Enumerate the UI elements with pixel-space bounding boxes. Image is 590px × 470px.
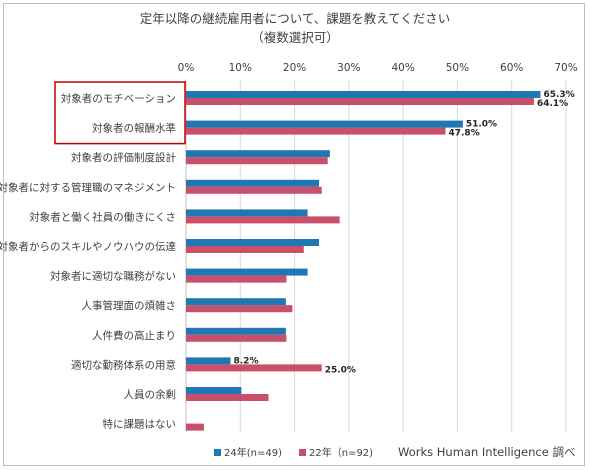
bar bbox=[186, 157, 328, 165]
x-tick-label: 30% bbox=[337, 62, 360, 74]
value-label: 64.1% bbox=[537, 99, 568, 109]
value-label: 51.0% bbox=[466, 120, 497, 130]
legend-label-22: 22年（n=92) bbox=[309, 446, 373, 459]
bar bbox=[186, 209, 308, 217]
bar bbox=[186, 216, 340, 224]
legend-swatch-24 bbox=[214, 449, 221, 456]
source-note: Works Human Intelligence 調べ bbox=[398, 445, 575, 459]
bars bbox=[186, 91, 541, 431]
bar bbox=[186, 246, 304, 253]
legend: 24年(n=49) 22年（n=92) bbox=[214, 446, 373, 459]
category-label: 対象者の評価制度設計 bbox=[71, 151, 176, 164]
category-label: 対象者と働く社員の働きにくさ bbox=[29, 210, 176, 223]
bar bbox=[186, 305, 293, 313]
x-tick-label: 60% bbox=[500, 62, 523, 74]
x-axis-ticks: 0% 10% 20% 30% 40% 50% 60% 70% bbox=[178, 62, 578, 74]
category-label: 人員の余剰 bbox=[124, 388, 177, 401]
bar bbox=[186, 357, 231, 365]
category-label: 対象者の報酬水準 bbox=[92, 122, 176, 135]
bar bbox=[186, 127, 446, 135]
category-label: 特に課題はない bbox=[103, 418, 177, 431]
x-tick-label: 50% bbox=[446, 62, 469, 74]
x-tick-label: 70% bbox=[554, 62, 577, 74]
category-label: 人件費の高止まり bbox=[92, 329, 176, 342]
value-label: 25.0% bbox=[325, 365, 356, 375]
legend-label-24: 24年(n=49) bbox=[224, 446, 282, 459]
value-labels: 65.3%64.1% 51.0%47.8% 8.2% 25.0% bbox=[234, 90, 575, 375]
legend-swatch-22 bbox=[299, 449, 306, 456]
chart-frame bbox=[3, 3, 585, 466]
category-label: 対象者からのスキルやノウハウの伝達 bbox=[0, 240, 176, 253]
gridlines bbox=[185, 80, 567, 432]
bar bbox=[186, 298, 286, 306]
category-label: 適切な勤務体系の用意 bbox=[71, 358, 176, 371]
bar bbox=[186, 179, 319, 187]
chart-subtitle: （複数選択可） bbox=[251, 30, 339, 45]
bar bbox=[186, 275, 287, 283]
x-tick-label: 0% bbox=[178, 62, 195, 74]
bar bbox=[186, 387, 242, 394]
bar bbox=[186, 98, 534, 105]
bar bbox=[186, 239, 319, 246]
bar bbox=[186, 91, 541, 98]
category-label: 対象者に適切な職務がない bbox=[50, 270, 176, 283]
bar bbox=[186, 334, 287, 342]
bar bbox=[186, 150, 330, 158]
highlight-box bbox=[54, 81, 186, 145]
x-tick-label: 10% bbox=[229, 62, 252, 74]
x-tick-label: 40% bbox=[391, 62, 414, 74]
bar bbox=[186, 186, 322, 194]
chart-title: 定年以降の継続雇用者について、課題を教えてください bbox=[140, 11, 451, 26]
category-labels: 対象者のモチベーション対象者の報酬水準対象者の評価制度設計対象者に対する管理職の… bbox=[0, 92, 176, 431]
bar bbox=[186, 423, 204, 431]
value-label: 8.2% bbox=[234, 356, 259, 366]
bar bbox=[186, 364, 322, 372]
category-label: 対象者のモチベーション bbox=[61, 92, 176, 105]
bar bbox=[186, 120, 463, 128]
x-tick-label: 20% bbox=[283, 62, 306, 74]
bar bbox=[186, 394, 269, 401]
value-label: 47.8% bbox=[448, 129, 479, 139]
category-label: 人事管理面の煩雑さ bbox=[82, 299, 177, 312]
value-label: 65.3% bbox=[543, 90, 574, 100]
category-label: 対象者に対する管理職のマネジメント bbox=[0, 181, 176, 194]
bar bbox=[186, 268, 308, 276]
bar bbox=[186, 327, 286, 335]
